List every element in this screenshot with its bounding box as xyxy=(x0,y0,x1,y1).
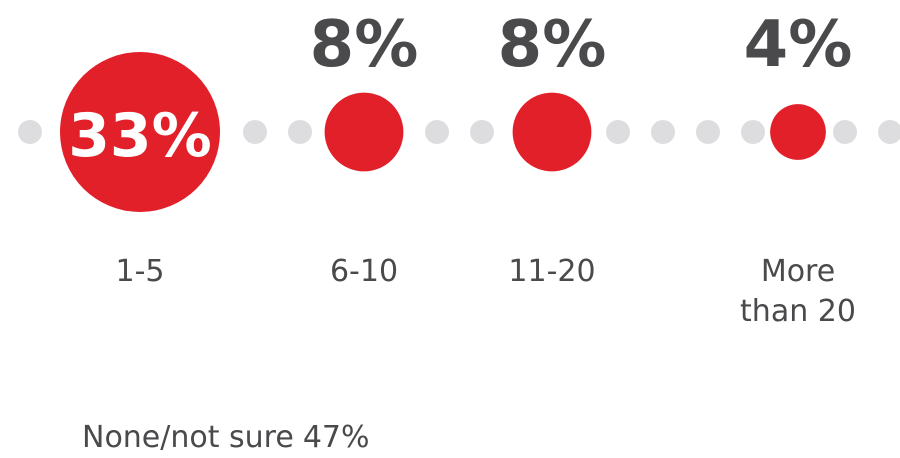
background-dot-8 xyxy=(651,120,675,144)
bubble-2 xyxy=(324,92,404,172)
value-label-1: 33% xyxy=(68,101,212,171)
background-dot-3 xyxy=(243,120,267,144)
category-label-4-line-2: than 20 xyxy=(740,294,856,329)
none-not-sure-note: None/not sure 47% xyxy=(82,420,370,455)
background-dot-4 xyxy=(288,120,312,144)
category-label-2: 6-10 xyxy=(330,254,398,289)
category-label-3: 11-20 xyxy=(508,254,595,289)
background-dot-6 xyxy=(470,120,494,144)
background-dot-9 xyxy=(696,120,720,144)
background-dot-12 xyxy=(878,120,900,144)
background-dot-11 xyxy=(833,120,857,144)
background-dot-7 xyxy=(606,120,630,144)
background-dot-10 xyxy=(741,120,765,144)
bubble-3 xyxy=(512,92,592,172)
value-label-2: 8% xyxy=(310,8,419,82)
bubble-1 xyxy=(60,52,220,212)
background-dot-5 xyxy=(425,120,449,144)
none-not-sure-label: None/not sure xyxy=(82,420,294,455)
category-label-1: 1-5 xyxy=(116,254,165,289)
none-not-sure-value: 47% xyxy=(302,420,370,455)
category-label-4-line-1: More xyxy=(761,254,835,289)
value-label-4: 4% xyxy=(744,8,853,82)
bubble-4 xyxy=(770,104,826,160)
bubble-chart: 33% 1-5 8% 6-10 8% 11-20 4% More than 20 xyxy=(18,8,900,329)
value-label-3: 8% xyxy=(498,8,607,82)
background-dot-1 xyxy=(18,120,42,144)
